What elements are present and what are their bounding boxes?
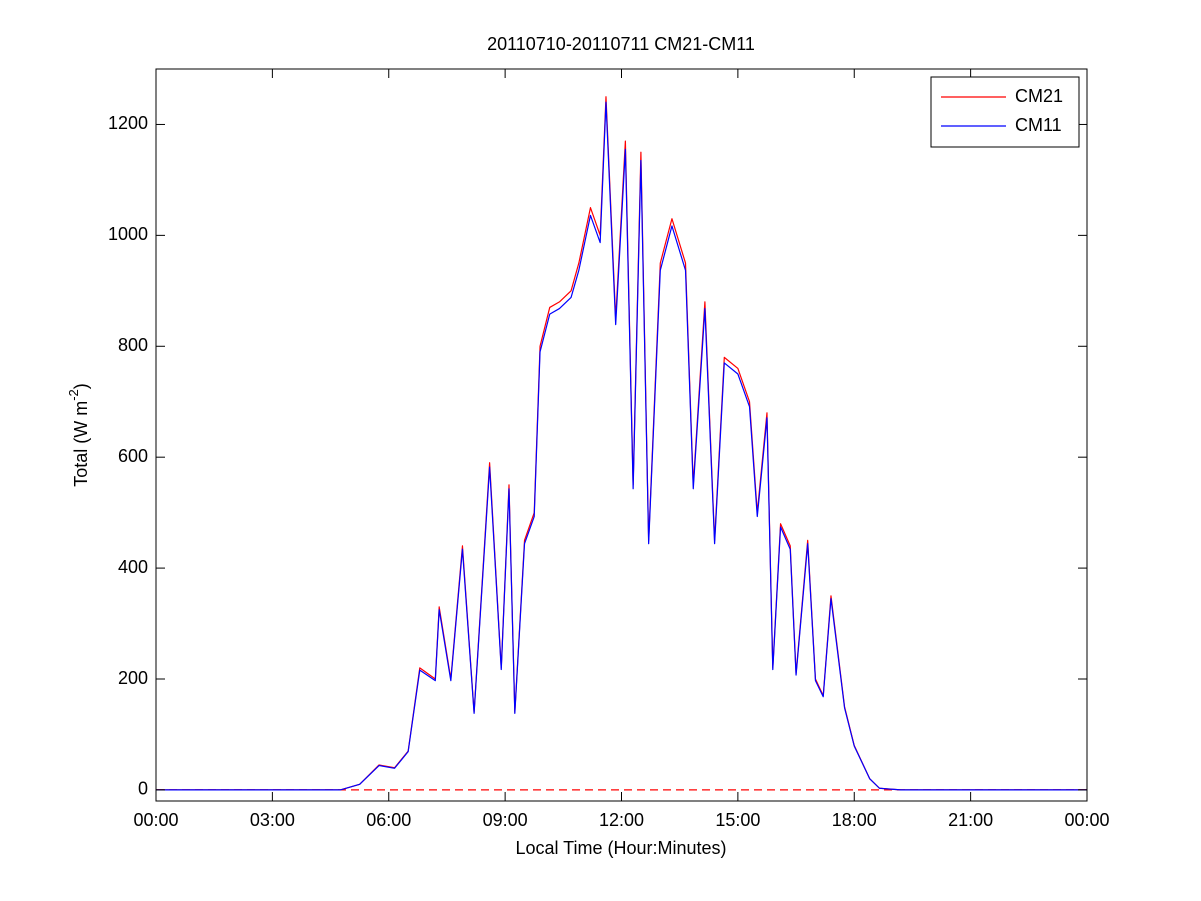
x-tick-label: 15:00 <box>715 810 760 830</box>
y-tick-label: 0 <box>138 779 148 799</box>
legend-label: CM11 <box>1015 115 1062 135</box>
x-tick-label: 12:00 <box>599 810 644 830</box>
y-tick-label: 1000 <box>108 224 148 244</box>
legend-label: CM21 <box>1015 86 1063 106</box>
x-tick-label: 21:00 <box>948 810 993 830</box>
x-axis-label: Local Time (Hour:Minutes) <box>515 838 726 858</box>
y-label-text: Total (W m <box>71 401 91 487</box>
x-tick-label: 00:00 <box>133 810 178 830</box>
x-tick-label: 06:00 <box>366 810 411 830</box>
y-tick-label: 200 <box>118 668 148 688</box>
y-tick-label: 400 <box>118 557 148 577</box>
x-tick-label: 09:00 <box>483 810 528 830</box>
series-line <box>156 101 1087 791</box>
y-label-suffix: ) <box>71 383 91 389</box>
y-tick-label: 1200 <box>108 113 148 133</box>
x-tick-label: 03:00 <box>250 810 295 830</box>
x-tick-label: 00:00 <box>1064 810 1109 830</box>
legend-box <box>930 76 1080 148</box>
y-tick-label: 600 <box>118 446 148 466</box>
y-label-sup: -2 <box>66 389 81 401</box>
chart-title: 20110710-20110711 CM21-CM11 <box>487 34 755 54</box>
y-tick-label: 800 <box>118 335 148 355</box>
x-tick-label: 18:00 <box>832 810 877 830</box>
y-axis-label: Total (W m-2) <box>66 383 90 487</box>
